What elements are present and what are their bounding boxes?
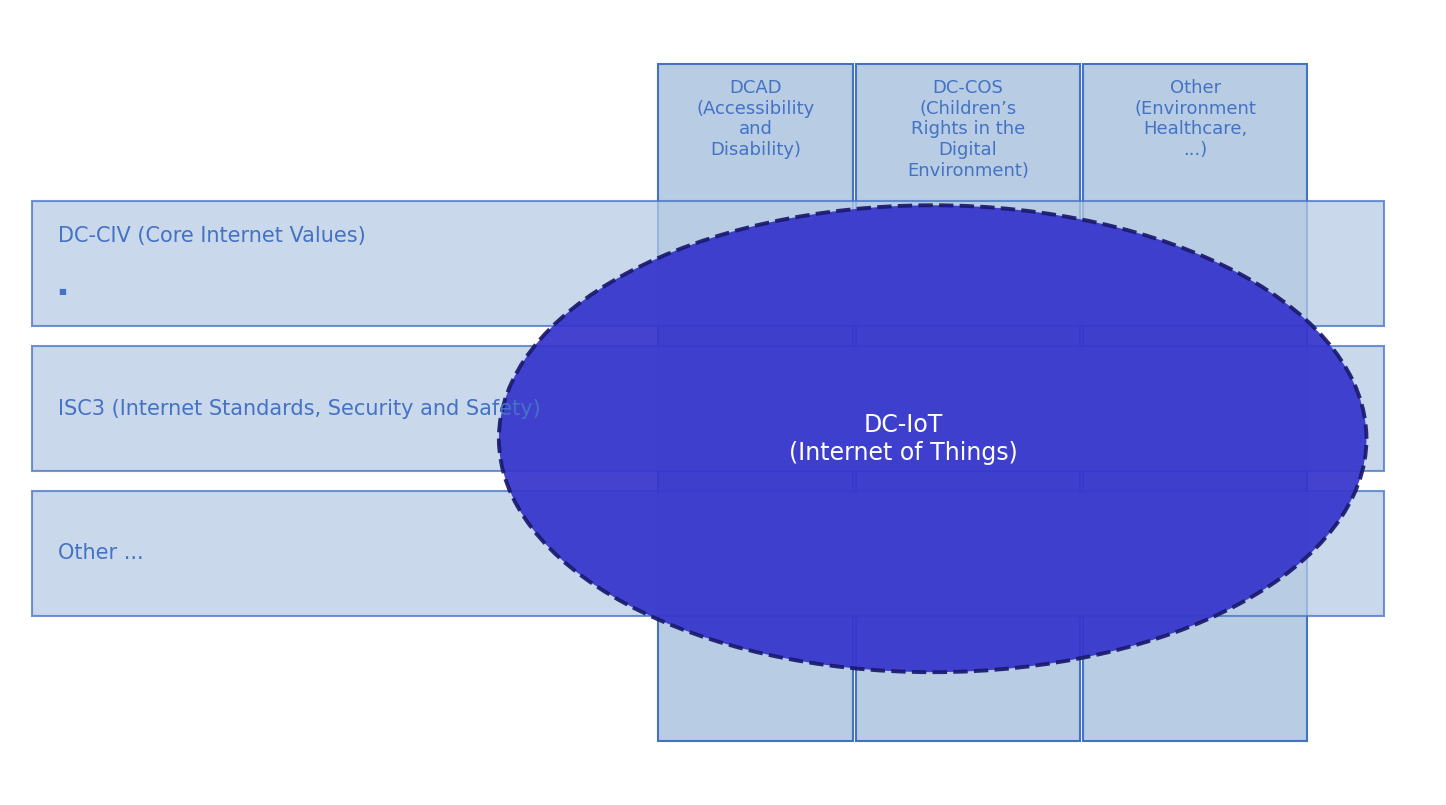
Text: ISC3 (Internet Standards, Security and Safety): ISC3 (Internet Standards, Security and S… xyxy=(58,398,541,419)
FancyBboxPatch shape xyxy=(1083,64,1307,741)
FancyBboxPatch shape xyxy=(32,201,1384,326)
Text: DC-IoT
(Internet of Things): DC-IoT (Internet of Things) xyxy=(790,413,1018,464)
Text: Other ...: Other ... xyxy=(58,543,143,563)
FancyBboxPatch shape xyxy=(658,64,853,741)
FancyBboxPatch shape xyxy=(856,64,1080,741)
Text: DCAD
(Accessibility
and
Disability): DCAD (Accessibility and Disability) xyxy=(697,79,814,159)
FancyBboxPatch shape xyxy=(32,491,1384,616)
Text: Other
(Environment
Healthcare,
...): Other (Environment Healthcare, ...) xyxy=(1134,79,1257,159)
FancyBboxPatch shape xyxy=(32,346,1384,471)
Text: ■: ■ xyxy=(58,287,65,295)
Text: DC-COS
(Children’s
Rights in the
Digital
Environment): DC-COS (Children’s Rights in the Digital… xyxy=(907,79,1030,180)
Text: DC-CIV (Core Internet Values): DC-CIV (Core Internet Values) xyxy=(58,226,366,246)
Ellipse shape xyxy=(499,205,1366,672)
